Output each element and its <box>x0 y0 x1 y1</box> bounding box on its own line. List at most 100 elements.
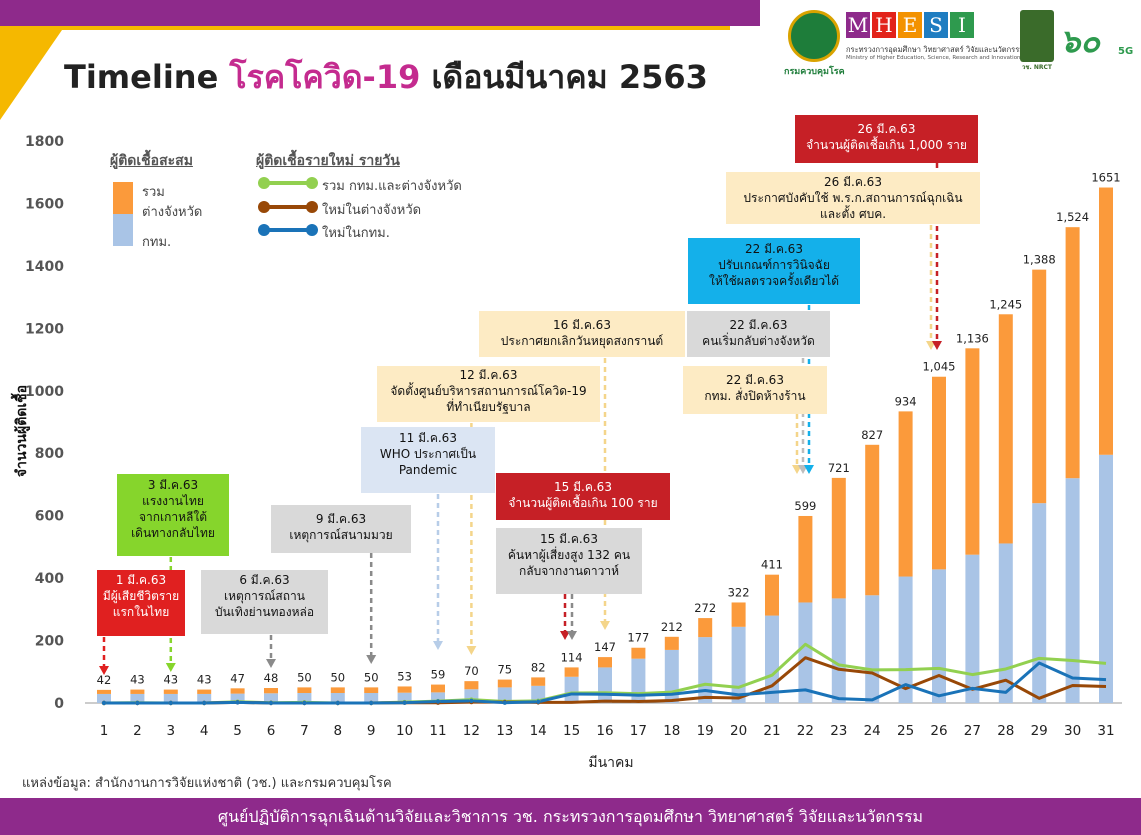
y-tick-label: 600 <box>35 509 64 525</box>
x-tick-label: 8 <box>334 723 343 739</box>
annotation-line: ปรับเกณฑ์การวินิจฉัย <box>718 258 830 272</box>
dept-seal-logo <box>788 10 840 62</box>
bar-province <box>364 687 379 694</box>
bar-bkk <box>798 602 813 703</box>
annotation-line: เดินทางกลับไทย <box>131 526 215 540</box>
annotation-arrowhead <box>600 621 610 630</box>
bar-province <box>731 602 746 627</box>
x-tick-label: 23 <box>830 723 847 739</box>
y-tick-label: 1800 <box>25 134 64 150</box>
annotation-line: จัดตั้งศูนย์บริหารสถานการณ์โควิด-19 <box>390 384 587 398</box>
corner-decoration <box>0 30 62 120</box>
x-tick-label: 14 <box>530 723 547 739</box>
annotation-line: กทม. สั่งปิดห้างร้าน <box>704 389 806 403</box>
annotation-line: เหตุการณ์สนามมวย <box>289 528 393 542</box>
annotation-songkran-cancel: 16 มี.ค.63 ประกาศยกเลิกวันหยุดสงกรานต์ <box>479 311 685 357</box>
bar-province <box>330 687 345 694</box>
bar-total-label: 43 <box>163 673 178 687</box>
annotation-covid-center: 12 มี.ค.63 จัดตั้งศูนย์บริหารสถานการณ์โคว… <box>377 366 600 422</box>
line-point <box>502 700 507 705</box>
x-tick-label: 18 <box>663 723 680 739</box>
nrct-logo <box>1020 10 1054 62</box>
x-tick-label: 9 <box>367 723 376 739</box>
annotation-line: กลับจากงานดาวาห์ <box>519 564 619 578</box>
bar-bkk <box>865 595 880 703</box>
annotation-line: แรกในไทย <box>112 605 170 619</box>
annotation-line: และตั้ง ศบค. <box>819 207 887 221</box>
nrct-label: วช. NRCT <box>1022 64 1052 71</box>
bar-total-label: 1,524 <box>1056 210 1089 224</box>
bar-total-label: 114 <box>561 650 583 664</box>
legend-daily-heading: ผู้ติดเชื้อรายใหม่ รายวัน <box>256 153 400 169</box>
anniversary-suffix: 5G <box>1118 46 1134 57</box>
bar-total-label: 75 <box>497 663 512 677</box>
bars-layer <box>85 187 1122 704</box>
x-tick-label: 3 <box>167 723 176 739</box>
bar-bkk <box>1099 454 1113 703</box>
annotation-line: WHO ประกาศเป็น <box>379 447 477 461</box>
bar-bkk <box>564 676 579 703</box>
bar-total-label: 42 <box>97 673 112 687</box>
bar-total-label: 48 <box>264 671 279 685</box>
annotation-line: 22 มี.ค.63 <box>745 242 803 256</box>
y-tick-label: 1400 <box>25 259 64 275</box>
x-tick-label: 2 <box>133 723 142 739</box>
x-tick-label: 1 <box>100 723 109 739</box>
annotation-arrowhead <box>266 659 276 668</box>
bar-total-label: 1,388 <box>1023 253 1056 267</box>
legend-cumulative-heading: ผู้ติดเชื้อสะสม <box>110 153 193 169</box>
bar-bkk <box>397 692 412 703</box>
annotation-line: 11 มี.ค.63 <box>399 431 457 445</box>
legend-line-total <box>258 177 318 189</box>
annotation-arrowhead <box>466 646 477 655</box>
line-point <box>202 700 207 706</box>
y-tick-label: 200 <box>35 634 64 650</box>
annotation-line: เหตุการณ์สถาน <box>224 589 305 603</box>
bar-bkk <box>364 693 379 703</box>
top-banner-stripe <box>0 26 730 30</box>
legend-line-total-label: รวม กทม.และต่างจังหวัด <box>322 179 462 194</box>
mhesi-letter: I <box>950 12 974 38</box>
annotation-arrowhead <box>433 641 443 650</box>
annotation-emergency-decree: 26 มี.ค.63 ประกาศบังคับใช้ พ.ร.ก.สถานการณ… <box>726 172 980 224</box>
lines-layer <box>101 642 1107 706</box>
bar-total-label: 43 <box>130 673 145 687</box>
x-tick-label: 25 <box>897 723 914 739</box>
x-tick-label: 27 <box>964 723 981 739</box>
bar-total-label: 43 <box>197 673 212 687</box>
bar-total-label: 411 <box>761 558 783 572</box>
legend-total-label: รวม <box>142 185 165 200</box>
line-point <box>536 699 541 704</box>
bar-bkk <box>197 693 212 703</box>
x-tick-label: 7 <box>300 723 309 739</box>
x-tick-label: 22 <box>797 723 814 739</box>
annotation-thonglor-event: 6 มี.ค.63 เหตุการณ์สถาน บันเทิงย่านทองหล่อ <box>201 570 328 634</box>
bar-province <box>998 314 1013 544</box>
annotation-arrowhead <box>366 655 377 664</box>
line-point <box>101 700 107 706</box>
bar-bkk <box>998 543 1013 703</box>
annotation-line: 9 มี.ค.63 <box>315 512 367 526</box>
footer-banner: ศูนย์ปฏิบัติการฉุกเฉินด้านวิจัยและวิชากา… <box>0 798 1141 835</box>
line-point <box>469 698 474 704</box>
title-suffix: เดือนมีนาคม 2563 <box>420 58 708 96</box>
bar-bkk <box>765 615 779 703</box>
annotation-line: คนเริ่มกลับต่างจังหวัด <box>702 334 815 348</box>
y-tick-label: 1600 <box>25 196 64 212</box>
bar-province <box>297 687 312 694</box>
bar-province <box>1032 269 1047 504</box>
bar-total-label: 272 <box>694 601 716 615</box>
bar-total-label: 1651 <box>1091 171 1120 185</box>
line-point <box>302 700 307 706</box>
bar-total-label: 50 <box>330 670 345 684</box>
x-tick-label: 29 <box>1031 723 1048 739</box>
x-tick-label: 13 <box>496 723 513 739</box>
bar-total-label: 59 <box>431 668 446 682</box>
bar-province <box>698 618 713 638</box>
annotation-line: ประกาศยกเลิกวันหยุดสงกรานต์ <box>500 334 664 348</box>
bar-province <box>464 681 479 690</box>
bar-bkk <box>97 693 111 703</box>
bar-province <box>898 411 913 577</box>
annotation-line: ให้ใช้ผลตรวจครั้งเดียวได้ <box>709 274 839 288</box>
bar-bkk <box>965 554 980 703</box>
